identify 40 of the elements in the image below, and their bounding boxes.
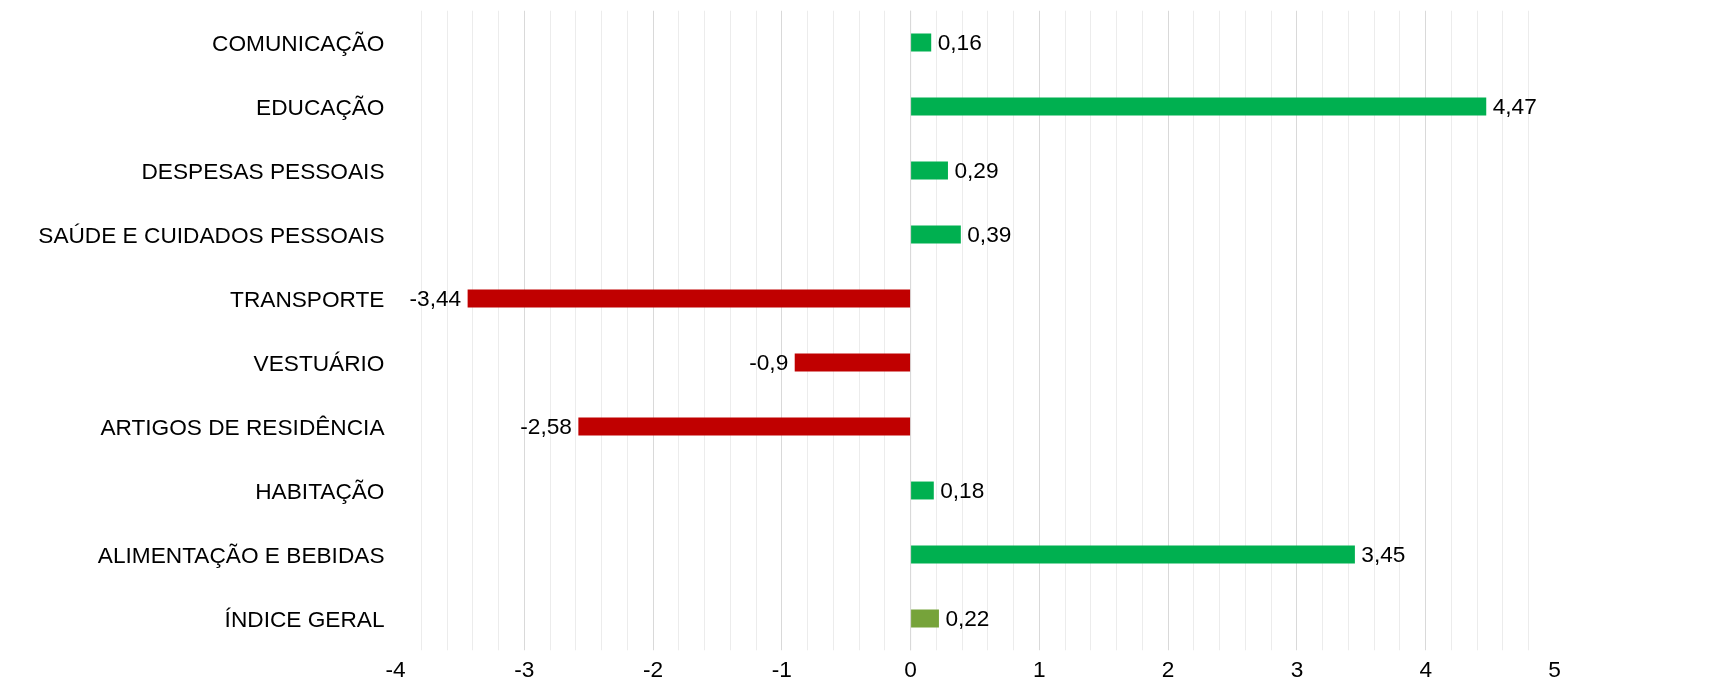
x-tick-label: 5 (1548, 655, 1561, 682)
bar (910, 609, 939, 628)
y-tick-label: SAÚDE E CUIDADOS PESSOAIS (38, 221, 385, 248)
x-tick-label: -3 (514, 655, 535, 682)
data-label: 0,16 (937, 29, 982, 55)
y-tick-label: VESTUÁRIO (253, 349, 385, 376)
y-tick-label: ALIMENTAÇÃO E BEBIDAS (97, 541, 385, 568)
y-tick-label: ARTIGOS DE RESIDÊNCIA (100, 413, 386, 440)
y-tick-label: COMUNICAÇÃO (212, 29, 385, 56)
y-tick-label: ÍNDICE GERAL (224, 605, 385, 632)
data-label: 4,47 (1492, 93, 1537, 119)
bar (794, 353, 911, 372)
bar (910, 545, 1355, 564)
y-tick-label: HABITAÇÃO (255, 477, 385, 504)
x-tick-label: -1 (771, 655, 792, 682)
x-tick-label: 3 (1290, 655, 1304, 682)
data-label: 0,29 (954, 157, 999, 183)
bar (467, 289, 911, 308)
data-label: -2,58 (520, 413, 572, 439)
data-label: 0,22 (945, 605, 990, 631)
bar (578, 417, 911, 436)
bar (910, 481, 934, 500)
y-tick-label: EDUCAÇÃO (256, 93, 385, 120)
data-label: 3,45 (1361, 541, 1406, 567)
data-label: -3,44 (409, 285, 462, 311)
y-tick-label: TRANSPORTE (230, 285, 385, 312)
x-tick-label: 2 (1161, 655, 1175, 682)
y-tick-label: DESPESAS PESSOAIS (141, 157, 385, 184)
data-label: 0,18 (940, 477, 985, 503)
x-tick-label: 4 (1419, 655, 1433, 682)
data-label: -0,9 (749, 349, 789, 375)
x-tick-label: -2 (642, 655, 664, 682)
x-tick-label: 0 (904, 655, 917, 682)
bar (910, 161, 948, 180)
x-tick-label: 1 (1033, 655, 1046, 682)
bar (910, 225, 961, 244)
bar (910, 97, 1487, 116)
x-tick-label: -4 (385, 655, 406, 682)
data-label: 0,39 (967, 221, 1012, 247)
bar (910, 33, 932, 52)
